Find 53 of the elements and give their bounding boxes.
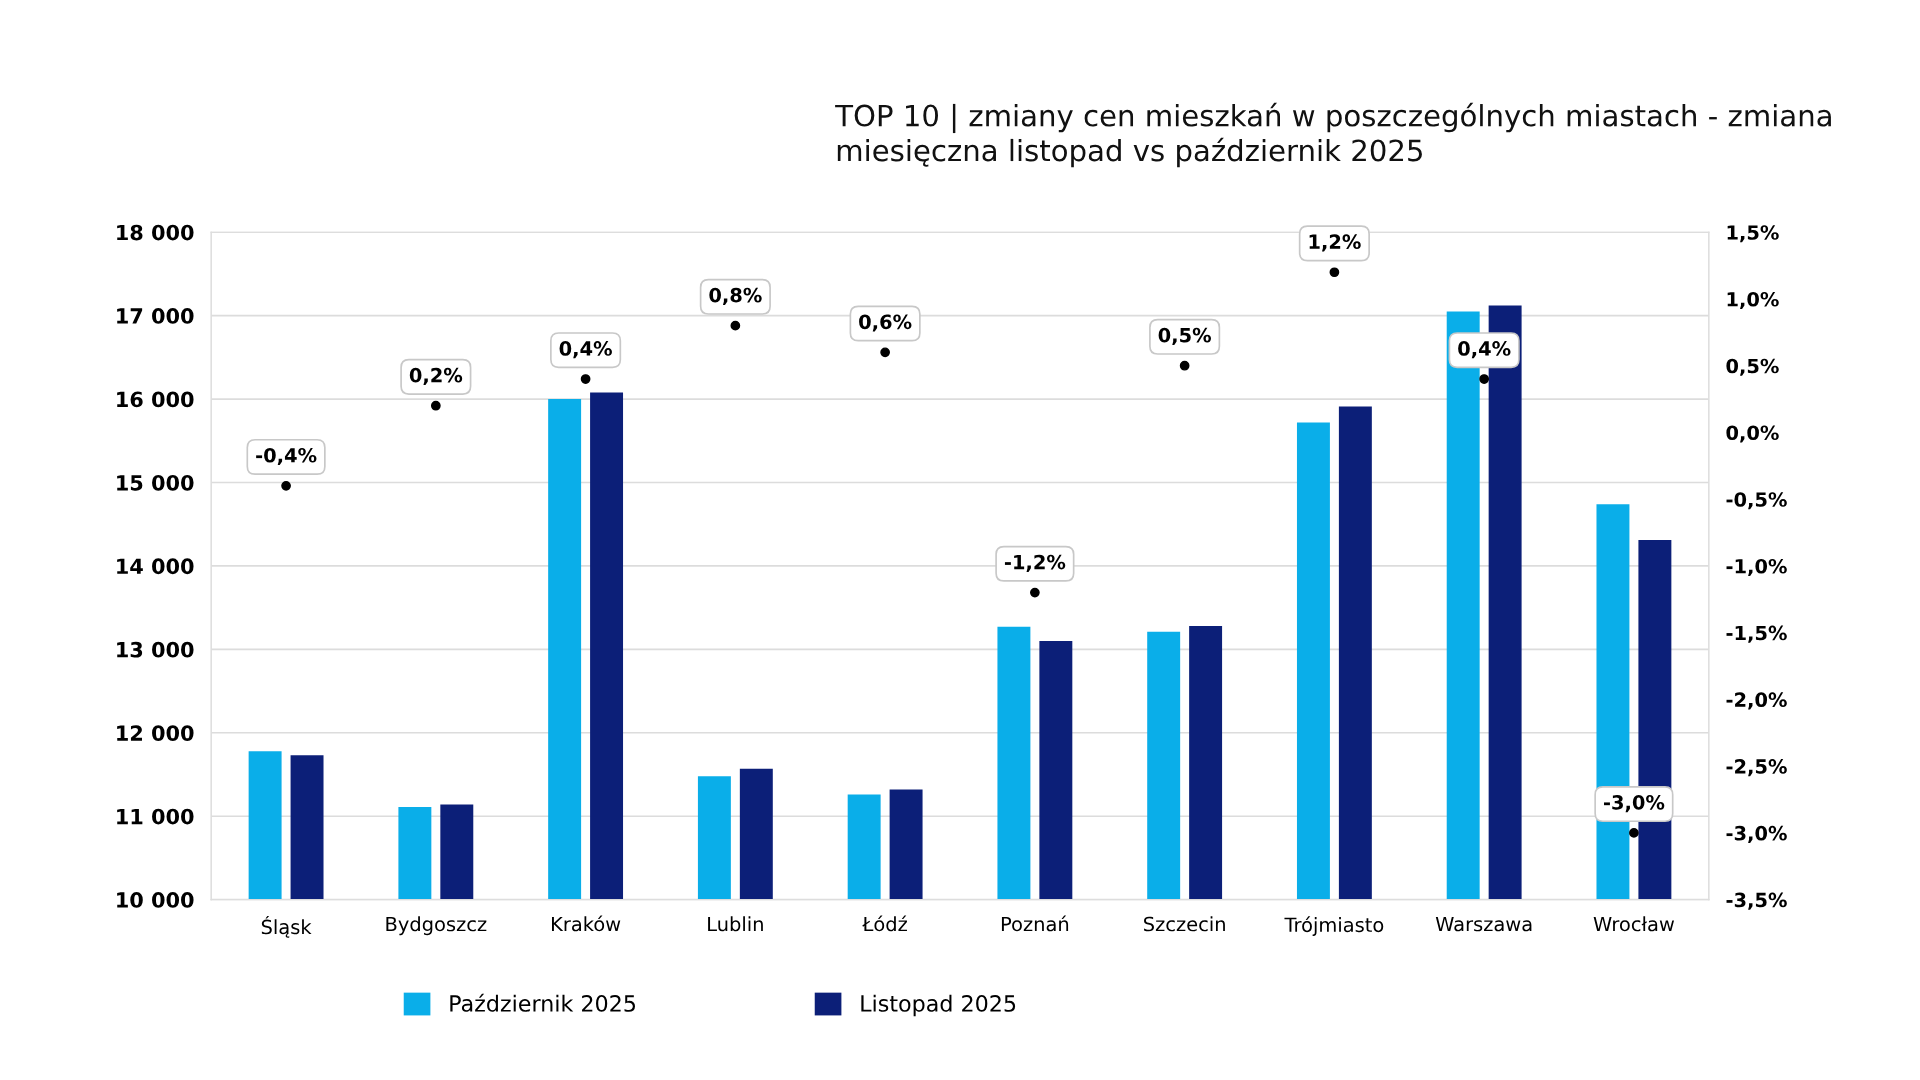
- point: [880, 347, 890, 358]
- data-label: -3,0%: [1603, 794, 1665, 813]
- y2-tick-label: 0,5%: [1726, 358, 1779, 376]
- point: [1629, 828, 1639, 838]
- chart-title: TOP 10 | zmiany cen mieszkań w poszczególnych miastach - zmiana miesięczna listopad vs październik 2025: [835, 102, 1831, 168]
- y-tick-label: 15 000: [117, 474, 194, 491]
- x-tick-label: Łódź: [862, 915, 907, 932]
- y2-tick-label: -0,5%: [1726, 492, 1787, 510]
- y2-tick-label: 1,0%: [1727, 291, 1779, 310]
- x-tick-label: Trójmiasto: [1284, 916, 1384, 936]
- x-tick-label: Wrocław: [1593, 916, 1675, 932]
- y2-tick-label: -3,5%: [1726, 892, 1787, 910]
- legend-label: Październik 2025: [450, 993, 636, 1012]
- y2-tick-label: -1,0%: [1726, 558, 1787, 577]
- legend-label: Listopad 2025: [861, 994, 1016, 1017]
- y-tick-label: 10 000: [117, 892, 194, 908]
- data-label: 0,5%: [1158, 327, 1211, 345]
- point: [1329, 267, 1340, 278]
- data-label: 0,6%: [859, 314, 912, 332]
- y-tick-label: 14 000: [117, 558, 194, 575]
- x-tick-label: Warszawa: [1435, 916, 1532, 932]
- data-label: 0,4%: [559, 341, 612, 359]
- x-tick-label: Bydgoszcz: [386, 916, 487, 936]
- y-tick-label: 12 000: [117, 725, 194, 741]
- data-label: 0,2%: [409, 367, 463, 386]
- y2-tick-label: 1,5%: [1727, 225, 1779, 243]
- y-tick-label: 16 000: [117, 391, 194, 408]
- point: [1179, 360, 1190, 371]
- y-tick-label: 13 000: [117, 641, 194, 658]
- y2-tick-label: -2,5%: [1726, 759, 1787, 777]
- data-label: 0,4%: [1458, 341, 1511, 359]
- x-tick-label: Kraków: [552, 915, 621, 932]
- x-tick-label: Śląsk: [261, 916, 312, 938]
- data-label: 0,8%: [709, 287, 762, 305]
- x-tick-label: Szczecin: [1144, 916, 1225, 932]
- point: [730, 320, 741, 331]
- x-tick-label: Lublin: [708, 916, 763, 932]
- y-tick-label: 11 000: [117, 808, 194, 825]
- y-tick-label: 17 000: [117, 308, 194, 324]
- y-tick-label: 18 000: [117, 224, 194, 241]
- data-label: 1,2%: [1309, 234, 1361, 252]
- x-tick-label: Poznań: [1001, 915, 1069, 932]
- point: [430, 400, 441, 411]
- data-label: -1,2%: [1004, 554, 1066, 572]
- y2-tick-label: -3,0%: [1726, 825, 1787, 844]
- data-label: -0,4%: [256, 447, 317, 466]
- point: [1030, 587, 1040, 598]
- point: [281, 480, 291, 491]
- y2-tick-label: 0,0%: [1726, 425, 1779, 443]
- point: [580, 374, 591, 384]
- point: [1479, 374, 1490, 384]
- y2-tick-label: -1,5%: [1726, 625, 1787, 643]
- y2-tick-label: -2,0%: [1726, 692, 1787, 710]
